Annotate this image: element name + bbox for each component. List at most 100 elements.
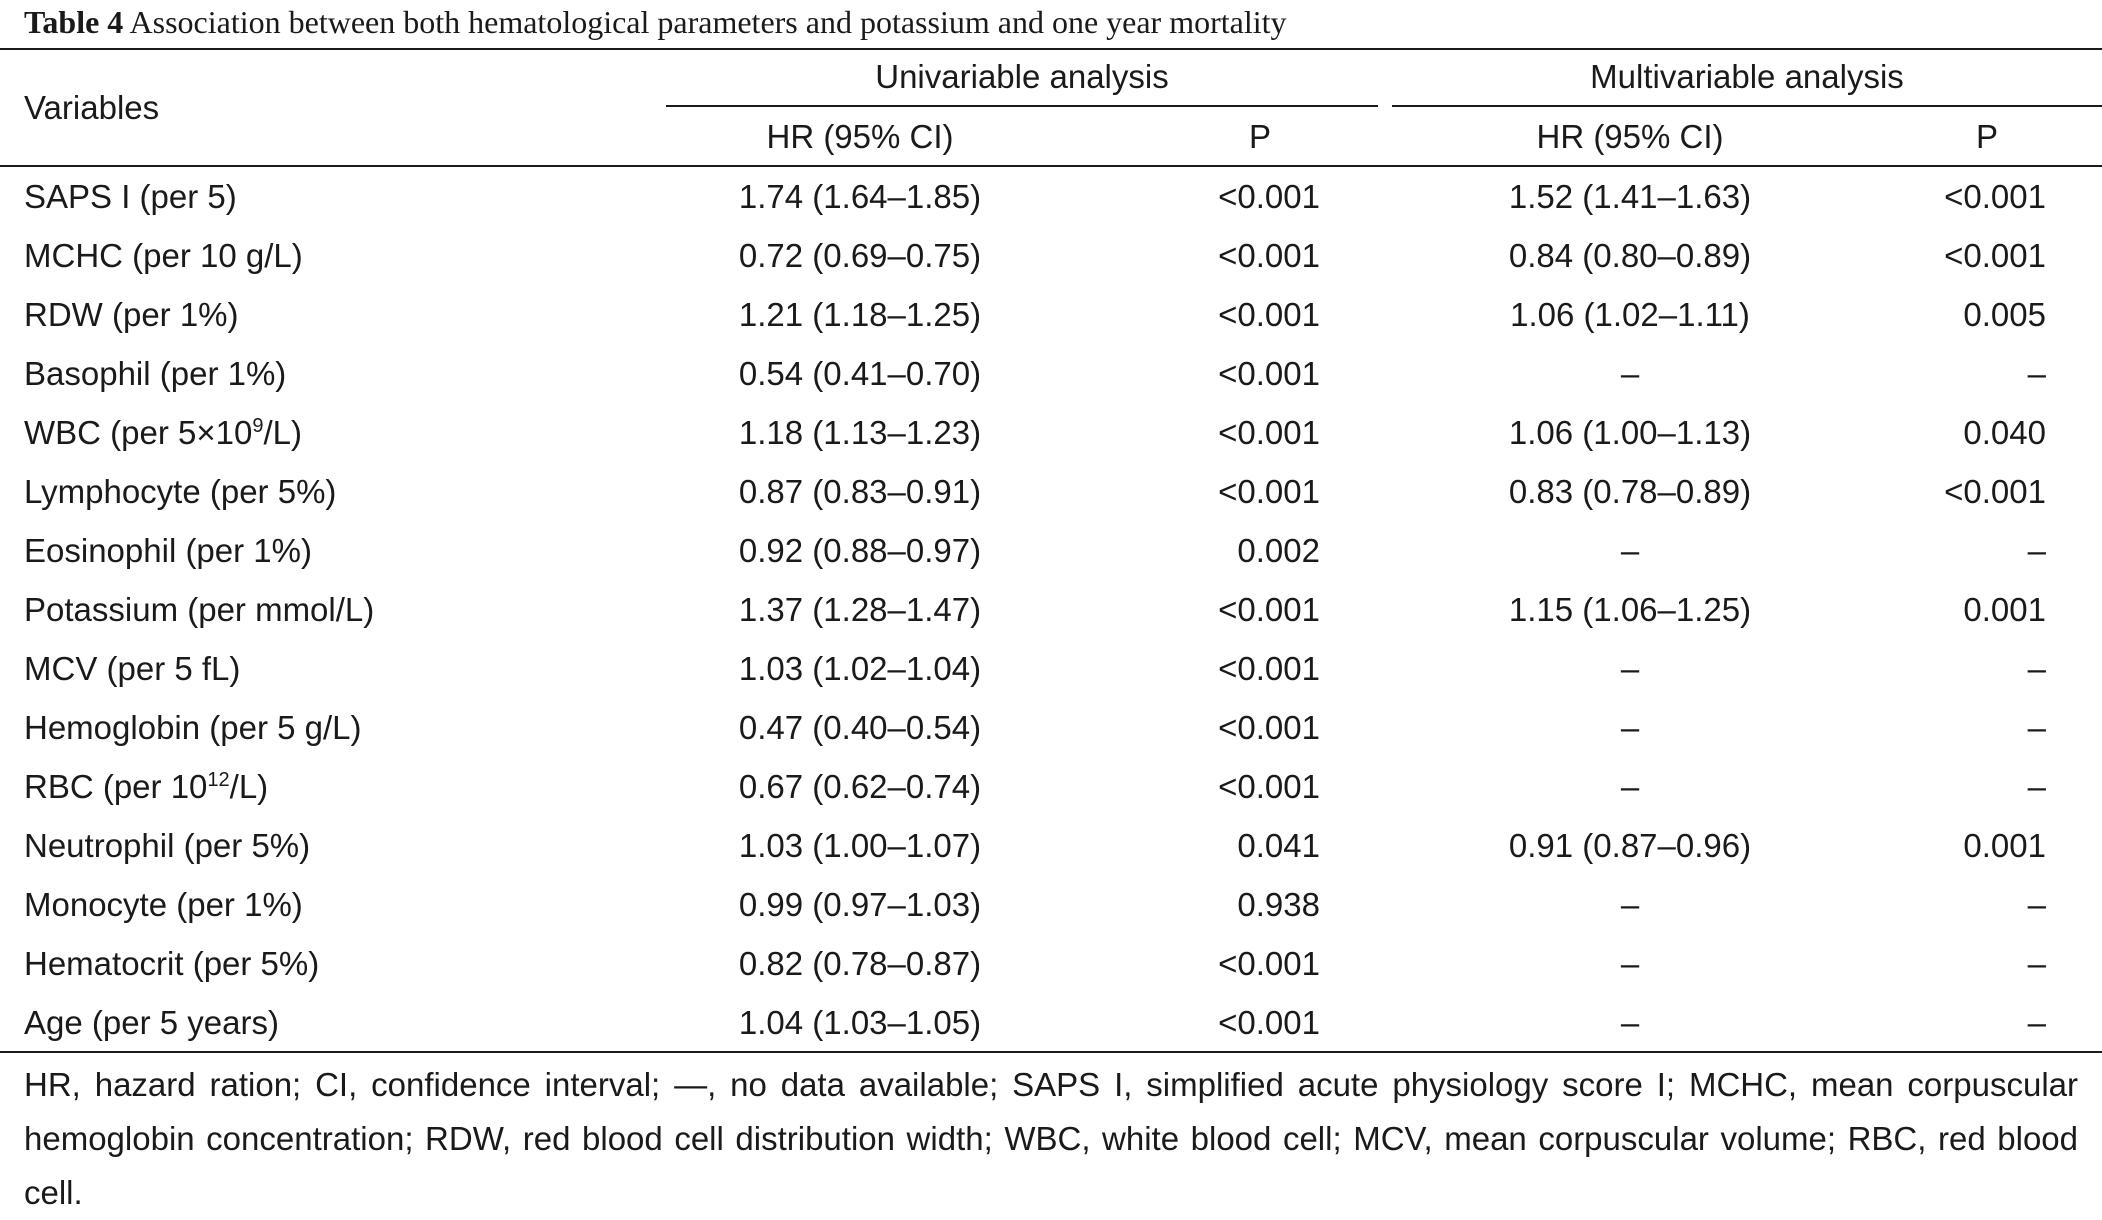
- row-multivariable-p: –: [2027, 650, 2046, 687]
- row-multivariable-p: –: [2027, 355, 2046, 392]
- row-multivariable-p: –: [2027, 768, 2046, 805]
- row-variable: Potassium (per mmol/L): [24, 580, 374, 639]
- multivariable-rule: [1392, 105, 2102, 107]
- row-univariable-p: <0.001: [1218, 414, 1320, 451]
- row-univariable-hr: 1.37 (1.28–1.47): [738, 591, 982, 628]
- row-variable-label: Lymphocyte (per 5%): [24, 473, 337, 510]
- row-multivariable-hr: 0.91 (0.87–0.96): [1508, 827, 1752, 864]
- row-variable: Monocyte (per 1%): [24, 875, 303, 934]
- row-variable: MCHC (per 10 g/L): [24, 226, 303, 285]
- row-variable: Eosinophil (per 1%): [24, 521, 312, 580]
- row-univariable-p: 0.002: [1237, 532, 1320, 569]
- row-variable: RDW (per 1%): [24, 285, 239, 344]
- row-multivariable-p: <0.001: [1944, 178, 2046, 215]
- row-univariable-p: 0.041: [1237, 827, 1320, 864]
- row-univariable-p: <0.001: [1218, 473, 1320, 510]
- table-footnote: HR, hazard ration; CI, confidence interv…: [24, 1066, 2078, 1211]
- row-multivariable-p: 0.005: [1963, 296, 2046, 333]
- row-multivariable-hr: –: [1620, 709, 1640, 746]
- row-multivariable-hr: –: [1620, 532, 1640, 569]
- row-variable-label: Monocyte (per 1%): [24, 886, 303, 923]
- header-multivariable-hr: HR (95% CI): [1536, 118, 1724, 155]
- header-univariable-hr: HR (95% CI): [766, 118, 954, 155]
- row-variable-label: Hemoglobin (per 5 g/L): [24, 709, 362, 746]
- table-caption-label: Table 4: [24, 4, 124, 40]
- row-univariable-hr: 1.18 (1.13–1.23): [738, 414, 982, 451]
- row-univariable-hr: 0.72 (0.69–0.75): [738, 237, 982, 274]
- row-variable-unit: /L): [263, 414, 302, 451]
- row-variable-label: MCHC (per 10 g/L): [24, 237, 303, 274]
- row-variable: Hematocrit (per 5%): [24, 934, 319, 993]
- row-multivariable-hr: 1.15 (1.06–1.25): [1508, 591, 1752, 628]
- bottom-rule: [0, 1051, 2102, 1053]
- row-multivariable-p: –: [2027, 945, 2046, 982]
- row-variable-label: RDW (per 1%): [24, 296, 239, 333]
- row-variable: SAPS I (per 5): [24, 167, 237, 226]
- row-univariable-hr: 0.54 (0.41–0.70): [738, 355, 982, 392]
- header-multivariable-p: P: [1975, 118, 1998, 155]
- row-variable-unit: /L): [229, 768, 269, 805]
- row-multivariable-hr: 1.52 (1.41–1.63): [1508, 178, 1752, 215]
- row-multivariable-hr: 1.06 (1.00–1.13): [1508, 414, 1752, 451]
- row-multivariable-hr: 1.06 (1.02–1.11): [1510, 296, 1750, 333]
- row-univariable-p: 0.938: [1237, 886, 1320, 923]
- table-caption: Table 4 Association between both hematol…: [24, 0, 1287, 44]
- header-multivariable: Multivariable analysis: [1590, 58, 1904, 95]
- row-univariable-p: <0.001: [1218, 709, 1320, 746]
- row-variable-label: SAPS I (per 5): [24, 178, 237, 215]
- header-univariable: Univariable analysis: [875, 58, 1169, 95]
- row-multivariable-p: –: [2027, 532, 2046, 569]
- row-variable: Hemoglobin (per 5 g/L): [24, 698, 362, 757]
- row-variable-superscript: 12: [207, 769, 230, 791]
- row-univariable-p: <0.001: [1218, 768, 1320, 805]
- row-univariable-hr: 1.03 (1.00–1.07): [738, 827, 982, 864]
- row-univariable-hr: 0.47 (0.40–0.54): [738, 709, 982, 746]
- row-univariable-p: <0.001: [1218, 355, 1320, 392]
- row-variable: Neutrophil (per 5%): [24, 816, 310, 875]
- row-univariable-p: <0.001: [1218, 296, 1320, 333]
- row-univariable-p: <0.001: [1218, 237, 1320, 274]
- row-variable: Basophil (per 1%): [24, 344, 286, 403]
- row-variable: Lymphocyte (per 5%): [24, 462, 336, 521]
- row-variable: RBC (per 1012/L): [24, 757, 268, 816]
- row-variable-superscript: 9: [252, 415, 264, 437]
- row-variable-label: Age (per 5 years): [24, 1004, 279, 1041]
- row-multivariable-p: 0.040: [1963, 414, 2046, 451]
- row-univariable-hr: 1.74 (1.64–1.85): [738, 178, 982, 215]
- row-multivariable-hr: –: [1620, 355, 1640, 392]
- row-multivariable-p: <0.001: [1944, 237, 2046, 274]
- top-rule: [0, 48, 2102, 50]
- row-multivariable-p: –: [2027, 886, 2046, 923]
- row-variable-label: Potassium (per mmol/L): [24, 591, 375, 628]
- row-multivariable-p: 0.001: [1963, 827, 2046, 864]
- row-variable-label: Basophil (per 1%): [24, 355, 287, 392]
- row-univariable-hr: 1.03 (1.02–1.04): [738, 650, 982, 687]
- row-univariable-p: <0.001: [1218, 591, 1320, 628]
- row-variable-label: RBC (per 10: [24, 768, 208, 805]
- row-univariable-hr: 0.87 (0.83–0.91): [738, 473, 982, 510]
- row-variable: WBC (per 5×109/L): [24, 403, 302, 462]
- row-multivariable-p: <0.001: [1944, 473, 2046, 510]
- row-variable: Age (per 5 years): [24, 993, 279, 1052]
- row-multivariable-hr: 0.84 (0.80–0.89): [1508, 237, 1752, 274]
- row-multivariable-hr: –: [1620, 886, 1640, 923]
- row-univariable-hr: 1.04 (1.03–1.05): [738, 1004, 982, 1041]
- row-univariable-hr: 0.82 (0.78–0.87): [738, 945, 982, 982]
- row-univariable-hr: 1.21 (1.18–1.25): [738, 296, 982, 333]
- row-multivariable-hr: –: [1620, 1004, 1640, 1041]
- header-rule: [0, 165, 2102, 167]
- header-univariable-p: P: [1248, 118, 1271, 155]
- row-variable-label: Neutrophil (per 5%): [24, 827, 311, 864]
- row-variable-label: WBC (per 5×10: [24, 414, 253, 451]
- row-multivariable-hr: 0.83 (0.78–0.89): [1508, 473, 1752, 510]
- univariable-rule: [666, 105, 1378, 107]
- row-variable-label: MCV (per 5 fL): [24, 650, 241, 687]
- row-univariable-hr: 0.92 (0.88–0.97): [738, 532, 982, 569]
- table-caption-text: Association between both hematological p…: [123, 4, 1287, 40]
- row-univariable-p: <0.001: [1218, 1004, 1320, 1041]
- row-multivariable-hr: –: [1620, 945, 1640, 982]
- header-variables: Variables: [24, 89, 160, 126]
- row-multivariable-p: –: [2027, 1004, 2046, 1041]
- row-variable: MCV (per 5 fL): [24, 639, 240, 698]
